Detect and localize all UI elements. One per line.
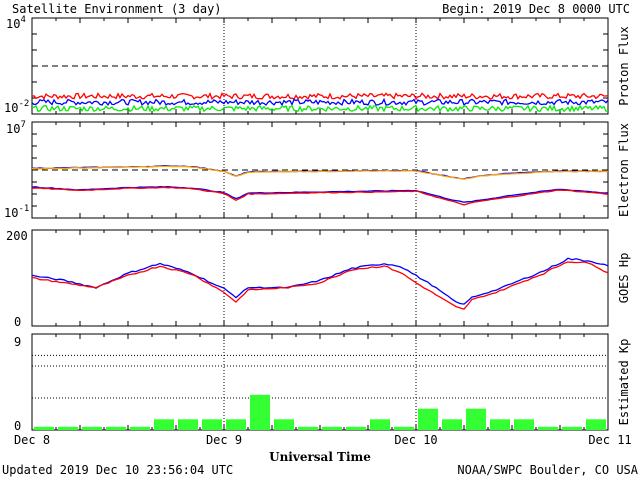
kp-bar — [370, 419, 390, 430]
proton-series-2 — [31, 104, 609, 113]
kp-bar — [34, 426, 54, 430]
kp-bar — [466, 408, 486, 430]
kp-ymin-label: 0 — [14, 419, 21, 433]
electron-ymin-label: 10-1 — [4, 204, 29, 220]
kp-axis-label: Estimated Kp — [617, 339, 631, 426]
kp-bar — [82, 426, 102, 430]
kp-bar — [346, 426, 366, 430]
x-tick-dec10: Dec 10 — [394, 433, 437, 447]
updated-time: Updated 2019 Dec 10 23:56:04 UTC — [2, 463, 233, 477]
kp-panel-frame — [31, 333, 609, 431]
goes-series-0 — [31, 257, 609, 305]
electron-panel-frame — [31, 121, 609, 219]
proton-series-1 — [31, 97, 609, 107]
kp-bar — [442, 419, 462, 430]
electron-series-3 — [31, 186, 609, 206]
chart-title: Satellite Environment (3 day) — [12, 2, 222, 16]
kp-bar — [394, 426, 414, 430]
kp-ymax-label: 9 — [14, 335, 21, 349]
proton-series-0 — [31, 91, 609, 101]
goes-series-1 — [31, 261, 609, 310]
proton-ymin-label: 10-2 — [4, 99, 29, 115]
proton-panel-frame — [31, 17, 609, 115]
kp-bar — [130, 426, 150, 430]
kp-bar — [250, 394, 270, 430]
kp-bar — [226, 419, 246, 430]
kp-bar — [538, 426, 558, 430]
proton-axis-label: Proton Flux — [617, 26, 631, 105]
kp-bar — [514, 419, 534, 430]
kp-bar — [58, 426, 78, 430]
x-tick-dec11: Dec 11 — [588, 433, 631, 447]
kp-bar — [490, 419, 510, 430]
kp-bar — [274, 419, 294, 430]
goes-ymax-label: 200 — [6, 229, 28, 243]
kp-bar — [418, 408, 438, 430]
kp-bar — [106, 426, 126, 430]
kp-bar — [586, 419, 606, 430]
x-tick-dec8: Dec 8 — [14, 433, 50, 447]
x-tick-dec9: Dec 9 — [206, 433, 242, 447]
electron-series-1 — [31, 165, 609, 180]
electron-axis-label: Electron Flux — [617, 123, 631, 217]
x-axis-label: Universal Time — [269, 450, 371, 464]
plot-layer — [31, 17, 609, 430]
goes-axis-label: GOES Hp — [617, 253, 631, 304]
proton-ymax-label: 104 — [6, 15, 26, 31]
kp-bar — [322, 426, 342, 430]
electron-ymax-label: 107 — [6, 120, 26, 136]
begin-time: Begin: 2019 Dec 8 0000 UTC — [442, 2, 630, 16]
kp-bar — [178, 419, 198, 430]
kp-bar — [154, 419, 174, 430]
goes-ymin-label: 0 — [14, 315, 21, 329]
kp-bar — [562, 426, 582, 430]
kp-bar — [202, 419, 222, 430]
kp-bar — [298, 426, 318, 430]
credit: NOAA/SWPC Boulder, CO USA — [457, 463, 638, 477]
